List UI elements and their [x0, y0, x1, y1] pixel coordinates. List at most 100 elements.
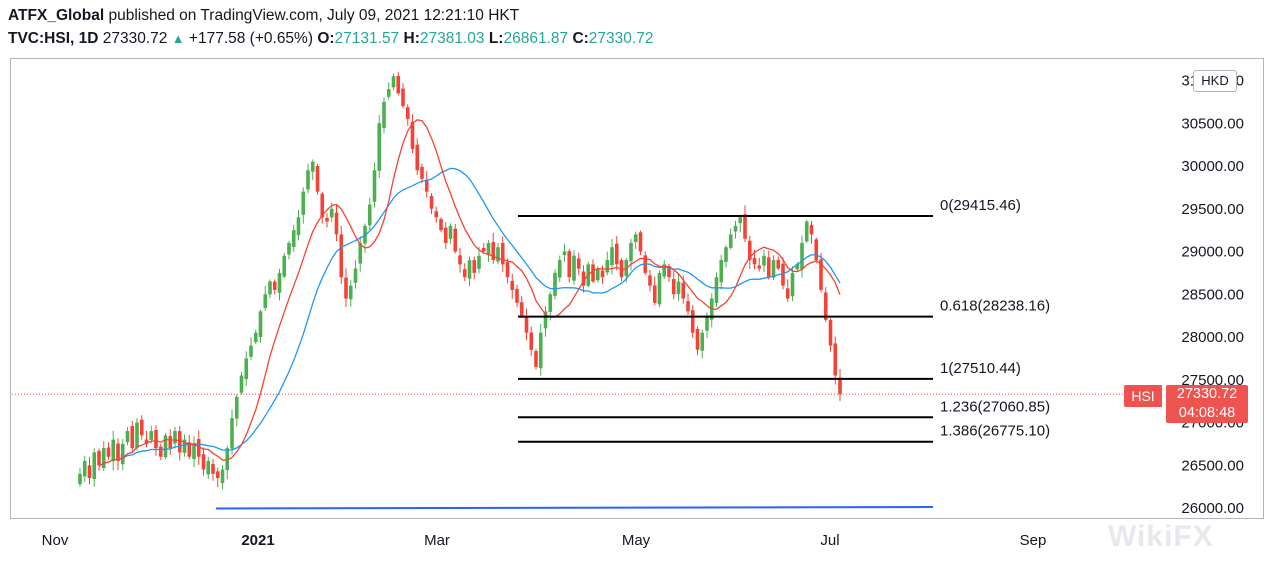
candle-body — [448, 225, 453, 239]
candle — [747, 236, 752, 269]
candle — [491, 232, 496, 264]
candle-body — [681, 282, 686, 299]
candle-body — [192, 443, 196, 460]
candle — [348, 280, 353, 307]
bar-countdown: 04:08:48 — [1178, 405, 1236, 421]
candle-body — [833, 343, 838, 376]
fib-level-label: 1.236(27060.85) — [940, 398, 1050, 415]
candle-body — [87, 465, 92, 479]
candle — [334, 204, 339, 242]
candle — [648, 269, 652, 292]
candle-body — [258, 311, 263, 338]
candle — [158, 443, 163, 461]
candle-body — [534, 351, 538, 367]
candle-body — [781, 263, 785, 286]
candle — [538, 323, 543, 376]
candle-body — [491, 242, 496, 261]
candle — [804, 219, 809, 244]
published-text: published on TradingView.com, July 09, 2… — [108, 7, 520, 24]
y-tick-label: 28500.00 — [1181, 286, 1244, 303]
candle — [301, 187, 306, 224]
candle-body — [538, 332, 543, 369]
candle-body — [144, 439, 149, 444]
candle-body — [633, 234, 638, 242]
candle — [111, 430, 116, 471]
candle-body — [481, 248, 486, 252]
candle-body — [572, 255, 576, 281]
candle — [557, 255, 562, 282]
x-tick-label: Jul — [820, 532, 839, 549]
chart-frame[interactable] — [10, 58, 1264, 519]
candle-body — [776, 259, 781, 269]
candle — [519, 296, 524, 319]
y-tick-label: 29000.00 — [1181, 244, 1244, 261]
candle-body — [325, 217, 329, 222]
candle — [320, 191, 325, 224]
candle-body — [405, 107, 410, 119]
candle — [505, 258, 510, 284]
candle-body — [320, 193, 325, 218]
candle-body — [557, 260, 562, 278]
candle-body — [581, 271, 586, 286]
candle — [405, 104, 410, 126]
candle-body — [130, 426, 135, 449]
candle — [676, 272, 681, 301]
support-trend-line[interactable] — [215, 506, 934, 510]
last-price: 27330.72 — [102, 30, 168, 47]
candle — [467, 256, 472, 287]
candle-body — [838, 377, 842, 395]
candle — [439, 217, 443, 233]
candle — [82, 455, 87, 483]
candle — [762, 249, 766, 272]
candle — [785, 279, 790, 303]
low-value: 26861.87 — [503, 30, 569, 47]
candle-body — [296, 217, 301, 236]
candle-body — [78, 473, 82, 485]
candle-body — [263, 294, 268, 308]
candle-body — [377, 123, 382, 171]
candle-body — [553, 272, 557, 296]
candle — [391, 73, 396, 91]
candle-body — [149, 431, 154, 440]
candle-body — [439, 219, 443, 231]
candle — [168, 429, 173, 455]
candle-body — [714, 277, 719, 303]
current-price-value: 27330.72 — [1176, 386, 1238, 402]
candle-body — [576, 258, 581, 269]
candle-body — [348, 285, 353, 300]
candle — [738, 214, 743, 233]
candle — [510, 273, 515, 300]
candle — [453, 223, 458, 254]
candle-body — [629, 242, 633, 262]
candle — [743, 205, 747, 243]
candle — [272, 279, 277, 295]
currency-badge[interactable]: HKD — [1193, 70, 1237, 92]
close-value: 27330.72 — [588, 30, 654, 47]
candle-body — [600, 270, 605, 278]
candle — [477, 246, 481, 274]
candle-body — [804, 221, 809, 242]
candle — [244, 351, 249, 387]
x-tick-label: Nov — [42, 532, 69, 549]
candle-body — [396, 75, 401, 94]
candle-body — [686, 301, 690, 312]
candle-body — [268, 281, 272, 295]
candle-body — [249, 345, 253, 357]
y-tick-label: 26000.00 — [1181, 500, 1244, 517]
candle-body — [282, 255, 287, 277]
candle — [686, 293, 690, 316]
candle — [524, 308, 529, 341]
candle-body — [272, 281, 277, 290]
candle-body — [472, 260, 477, 273]
candle — [367, 197, 372, 231]
candle — [92, 448, 97, 487]
x-tick-label: Mar — [424, 532, 450, 549]
candle — [325, 213, 329, 228]
candle-body — [562, 251, 567, 256]
fib-level-label: 0.618(28238.16) — [940, 298, 1050, 315]
candle — [120, 438, 125, 471]
candle — [78, 467, 82, 487]
candle-body — [415, 144, 420, 171]
candle-body — [177, 431, 182, 453]
